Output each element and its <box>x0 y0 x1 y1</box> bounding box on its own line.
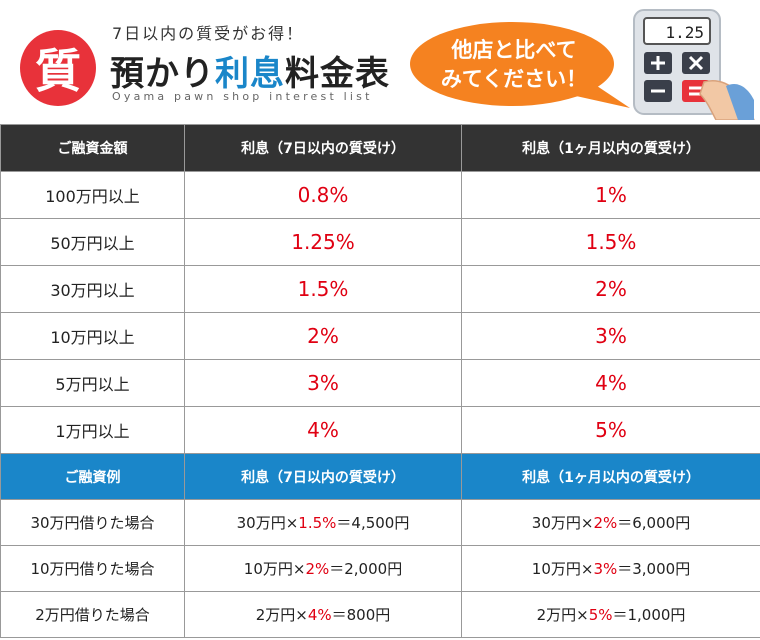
rates-header-row: ご融資金額 利息（7日以内の質受け） 利息（1ヶ月以内の質受け） <box>0 124 760 172</box>
rate-7days: 1.5% <box>184 265 462 313</box>
example-case: 30万円借りた場合 <box>0 499 185 546</box>
table-row: 1万円以上 4% 5% <box>0 406 760 454</box>
calculator-icon: 1.25 <box>626 8 756 121</box>
calc-prefix: 10万円× <box>531 560 594 578</box>
calc-prefix: 2万円× <box>255 606 308 624</box>
title-suffix: 料金表 <box>285 54 390 94</box>
example-1month: 10万円×3%＝3,000円 <box>461 545 760 592</box>
table-row: 50万円以上 1.25% 1.5% <box>0 218 760 266</box>
calc-rate: 1.5% <box>298 514 337 532</box>
loan-amount: 10万円以上 <box>0 312 185 360</box>
speech-bubble-text: 他店と比べて みてください！ <box>414 36 614 94</box>
calc-prefix: 10万円× <box>243 560 306 578</box>
speech-bubble: 他店と比べて みてください！ <box>408 18 630 112</box>
page-subtitle: Oyama pawn shop interest list <box>112 90 373 103</box>
calc-result: ＝3,000円 <box>617 560 691 578</box>
header-loan-example: ご融資例 <box>0 453 185 500</box>
shop-logo: 質 <box>20 30 96 106</box>
rate-7days: 3% <box>184 359 462 407</box>
loan-amount: 100万円以上 <box>0 171 185 219</box>
rate-7days: 2% <box>184 312 462 360</box>
rate-1month: 1.5% <box>461 218 760 266</box>
calc-result: ＝800円 <box>331 606 391 624</box>
speech-bubble-shape <box>410 22 630 108</box>
table-row: 2万円借りた場合 2万円×4%＝800円 2万円×5%＝1,000円 <box>0 591 760 638</box>
rate-1month: 4% <box>461 359 760 407</box>
example-7days: 2万円×4%＝800円 <box>184 591 462 638</box>
interest-table: ご融資金額 利息（7日以内の質受け） 利息（1ヶ月以内の質受け） 100万円以上… <box>0 124 760 638</box>
calc-prefix: 30万円× <box>531 514 594 532</box>
example-1month: 2万円×5%＝1,000円 <box>461 591 760 638</box>
calc-result: ＝6,000円 <box>617 514 691 532</box>
example-case: 2万円借りた場合 <box>0 591 185 638</box>
calc-prefix: 30万円× <box>236 514 299 532</box>
calc-rate: 5% <box>588 606 613 624</box>
loan-amount: 30万円以上 <box>0 265 185 313</box>
calc-result: ＝1,000円 <box>612 606 686 624</box>
bubble-line-2: みてください！ <box>440 67 588 91</box>
example-7days: 30万円×1.5%＝4,500円 <box>184 499 462 546</box>
logo-char: 質 <box>35 44 81 98</box>
loan-amount: 1万円以上 <box>0 406 185 454</box>
rate-7days: 1.25% <box>184 218 462 266</box>
calc-result: ＝2,000円 <box>329 560 403 578</box>
calc-rate: 2% <box>593 514 618 532</box>
calc-rate: 2% <box>305 560 330 578</box>
example-1month: 30万円×2%＝6,000円 <box>461 499 760 546</box>
table-row: 30万円借りた場合 30万円×1.5%＝4,500円 30万円×2%＝6,000… <box>0 499 760 546</box>
title-prefix: 預かり <box>110 54 215 94</box>
calculator-display: 1.25 <box>665 23 704 42</box>
header: 質 7日以内の質受がお得！ 預かり利息料金表 Oyama pawn shop i… <box>0 0 760 124</box>
example-case: 10万円借りた場合 <box>0 545 185 592</box>
table-row: 5万円以上 3% 4% <box>0 359 760 407</box>
title-highlight: 利息 <box>215 54 285 94</box>
rate-1month: 5% <box>461 406 760 454</box>
rate-1month: 1% <box>461 171 760 219</box>
examples-header-row: ご融資例 利息（7日以内の質受け） 利息（1ヶ月以内の質受け） <box>0 453 760 500</box>
table-row: 10万円借りた場合 10万円×2%＝2,000円 10万円×3%＝3,000円 <box>0 545 760 592</box>
table-row: 10万円以上 2% 3% <box>0 312 760 360</box>
header-example-7days: 利息（7日以内の質受け） <box>184 453 462 500</box>
rate-1month: 3% <box>461 312 760 360</box>
loan-amount: 50万円以上 <box>0 218 185 266</box>
header-example-1month: 利息（1ヶ月以内の質受け） <box>461 453 760 500</box>
header-rate-7days: 利息（7日以内の質受け） <box>184 124 462 172</box>
rate-7days: 0.8% <box>184 171 462 219</box>
bubble-line-1: 他店と比べて <box>451 38 577 62</box>
header-rate-1month: 利息（1ヶ月以内の質受け） <box>461 124 760 172</box>
header-loan-amount: ご融資金額 <box>0 124 185 172</box>
calc-rate: 3% <box>593 560 618 578</box>
page-title: 預かり利息料金表 <box>110 46 390 95</box>
example-7days: 10万円×2%＝2,000円 <box>184 545 462 592</box>
calc-rate: 4% <box>307 606 332 624</box>
rate-7days: 4% <box>184 406 462 454</box>
loan-amount: 5万円以上 <box>0 359 185 407</box>
table-row: 30万円以上 1.5% 2% <box>0 265 760 313</box>
rate-1month: 2% <box>461 265 760 313</box>
calc-result: ＝4,500円 <box>336 514 410 532</box>
table-row: 100万円以上 0.8% 1% <box>0 171 760 219</box>
tagline: 7日以内の質受がお得！ <box>112 24 305 43</box>
calc-prefix: 2万円× <box>536 606 589 624</box>
